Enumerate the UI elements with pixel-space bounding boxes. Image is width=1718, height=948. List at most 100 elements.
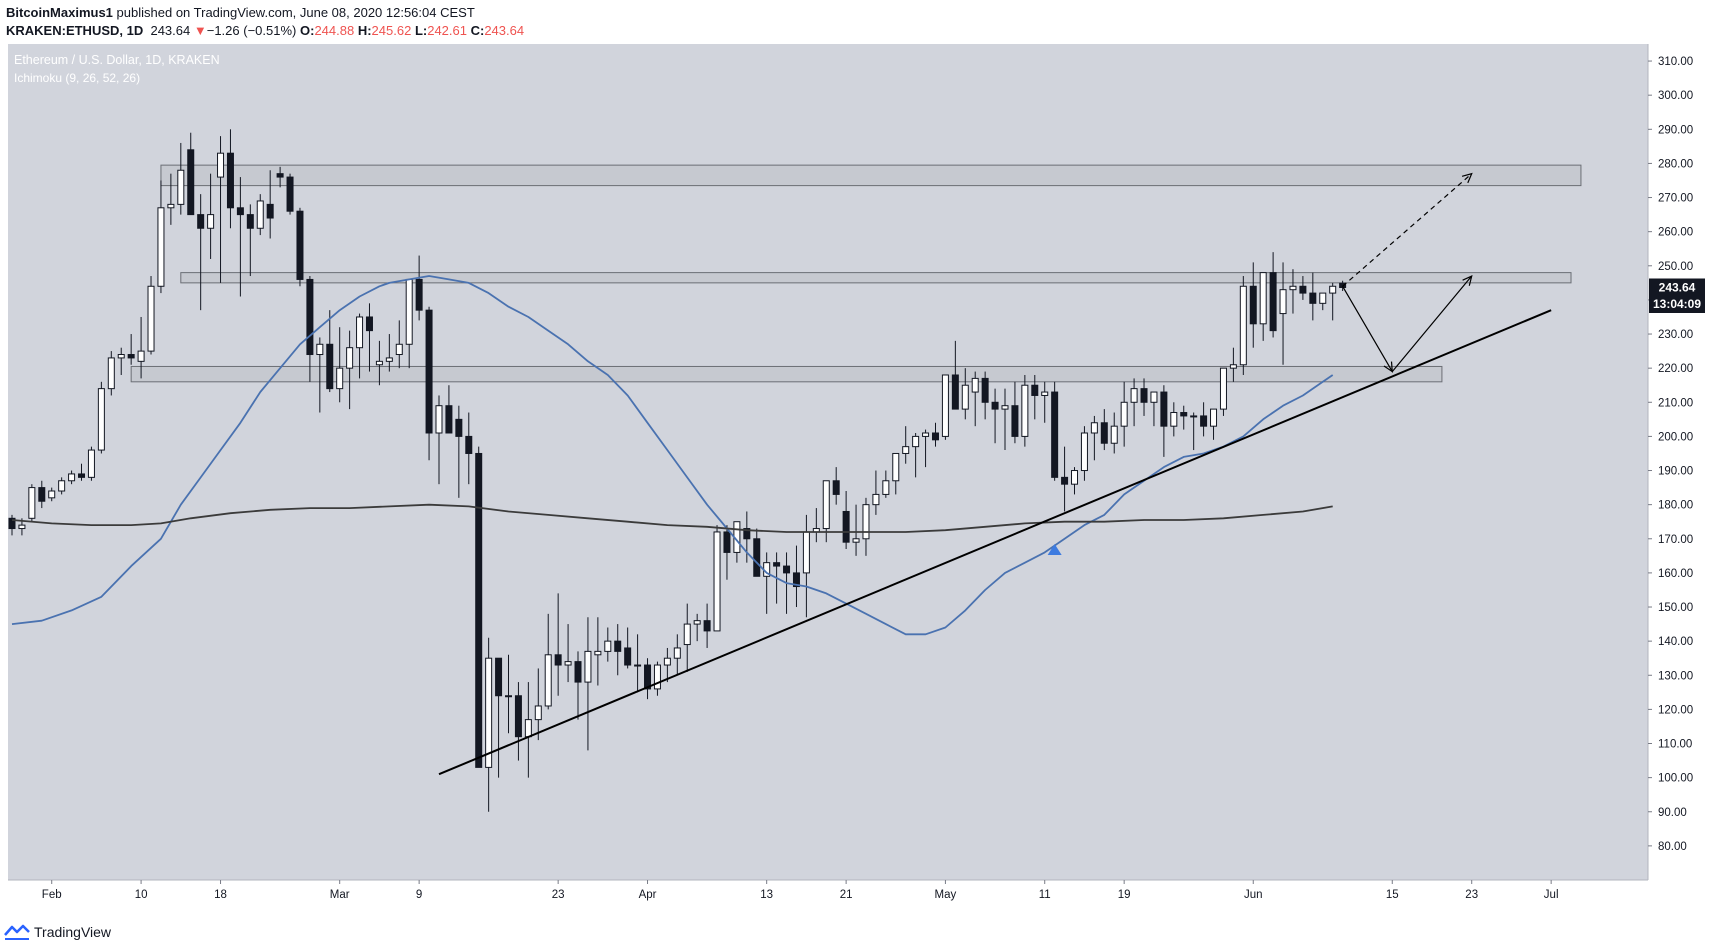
candle-body xyxy=(465,435,473,454)
candle-body xyxy=(971,377,979,393)
candle-body xyxy=(524,719,532,738)
candle-body xyxy=(1090,422,1098,434)
ohlc-line: KRAKEN:ETHUSD, 1D 243.64 ▼−1.26 (−0.51%)… xyxy=(6,22,524,40)
x-tick-label: Jun xyxy=(1244,889,1263,901)
candle-body xyxy=(356,316,364,349)
publisher-name[interactable]: BitcoinMaximus1 xyxy=(6,5,113,20)
y-tick-label: 140.00 xyxy=(1658,636,1693,648)
candle-body xyxy=(783,565,791,574)
candle-body xyxy=(723,531,731,553)
candle-body xyxy=(18,524,26,530)
publish-line: BitcoinMaximus1 published on TradingView… xyxy=(6,4,524,22)
candle-body xyxy=(1279,289,1287,315)
publish-info: published on TradingView.com, June 08, 2… xyxy=(116,5,475,20)
candle-body xyxy=(326,343,334,390)
candle-body xyxy=(87,449,95,478)
candle-body xyxy=(693,620,701,625)
x-tick-label: 23 xyxy=(552,889,565,901)
symbol-label: KRAKEN:ETHUSD, 1D xyxy=(6,23,144,38)
candle-body xyxy=(1210,408,1218,427)
candle-body xyxy=(127,354,135,359)
y-tick-label: 120.00 xyxy=(1658,704,1693,716)
y-tick-label: 260.00 xyxy=(1658,227,1693,239)
candle-body xyxy=(425,309,433,434)
candle-body xyxy=(1061,476,1069,485)
candle-body xyxy=(1219,367,1227,410)
y-axis-ticks: 80.00 90.00 100.00 110.00 120.00 130.00 140.00… xyxy=(1648,56,1693,853)
candle-body xyxy=(256,200,264,229)
candle-body xyxy=(365,316,373,332)
candle-body xyxy=(1021,384,1029,437)
close-value: 243.64 xyxy=(484,23,525,38)
candle-body xyxy=(614,640,622,652)
candle-body xyxy=(1190,415,1198,418)
y-tick-label: 280.00 xyxy=(1658,158,1693,170)
y-tick-label: 180.00 xyxy=(1658,500,1693,512)
y-tick-label: 170.00 xyxy=(1658,534,1693,546)
candle-body xyxy=(187,149,195,216)
candle-body xyxy=(802,531,810,574)
candle-body xyxy=(792,572,800,588)
candle-body xyxy=(435,405,443,434)
candle-body xyxy=(1229,364,1237,369)
chart-header: BitcoinMaximus1 published on TradingView… xyxy=(6,4,524,40)
y-tick-label: 80.00 xyxy=(1658,841,1687,853)
candle-body xyxy=(842,510,850,543)
y-tick-label: 150.00 xyxy=(1658,602,1693,614)
candle-body xyxy=(862,504,870,540)
candle-body xyxy=(58,480,66,492)
candle-body xyxy=(385,357,393,362)
y-tick-label: 270.00 xyxy=(1658,193,1693,205)
candle-body xyxy=(902,446,910,454)
x-tick-label: 15 xyxy=(1386,889,1399,901)
time-axis[interactable] xyxy=(8,880,1648,910)
candle-body xyxy=(1170,412,1178,427)
high-value: 245.62 xyxy=(371,23,412,38)
x-tick-label: 10 xyxy=(135,889,148,901)
countdown-badge-bg xyxy=(1649,295,1705,313)
candle-body xyxy=(653,664,661,690)
candle-body xyxy=(207,214,215,229)
y-tick-label: 200.00 xyxy=(1658,431,1693,443)
candle-body xyxy=(713,531,721,632)
candle-body xyxy=(892,452,900,482)
x-axis-ticks: Feb 10 18 Mar 9 23 Apr 13 21 May 11 19 Jun 15 23 Jul xyxy=(42,880,1559,901)
y-tick-label: 110.00 xyxy=(1658,739,1692,751)
legend-indicator[interactable]: Ichimoku (9, 26, 52, 26) xyxy=(14,71,140,85)
candle-body xyxy=(68,473,76,482)
candle-body xyxy=(773,562,781,567)
x-tick-label: Mar xyxy=(330,889,350,901)
candle-body xyxy=(1329,285,1337,294)
candle-body xyxy=(961,384,969,410)
candle-body xyxy=(703,620,711,632)
y-tick-label: 230.00 xyxy=(1658,329,1693,341)
candle-body xyxy=(753,538,761,577)
candle-body xyxy=(1309,292,1317,304)
price-badge: 243.64 xyxy=(1649,278,1705,297)
candle-body xyxy=(1130,388,1138,403)
price-axis[interactable] xyxy=(1648,44,1708,880)
candle-body xyxy=(28,487,36,519)
candle-body xyxy=(445,405,453,434)
candle-body xyxy=(1051,391,1059,478)
candle-body xyxy=(276,173,284,178)
close-label: C: xyxy=(470,23,485,38)
candle-body xyxy=(1001,405,1009,410)
candle-body xyxy=(1239,285,1247,366)
y-tick-label: 290.00 xyxy=(1658,124,1693,136)
candle-body xyxy=(246,214,254,229)
candle-body xyxy=(48,490,56,499)
candle-body xyxy=(951,374,959,410)
candle-body xyxy=(574,661,582,683)
candle-body xyxy=(663,657,671,666)
sr-zone xyxy=(160,164,1582,187)
candles-layer xyxy=(8,129,1347,812)
candle-body xyxy=(97,388,105,451)
x-tick-label: 13 xyxy=(760,889,773,901)
candle-body xyxy=(912,435,920,448)
price-badge-text: 243.64 xyxy=(1659,280,1696,294)
open-label: O: xyxy=(299,23,315,38)
footer-brand[interactable]: TradingView xyxy=(34,924,112,940)
tradingview-logo-icon[interactable] xyxy=(4,923,30,941)
